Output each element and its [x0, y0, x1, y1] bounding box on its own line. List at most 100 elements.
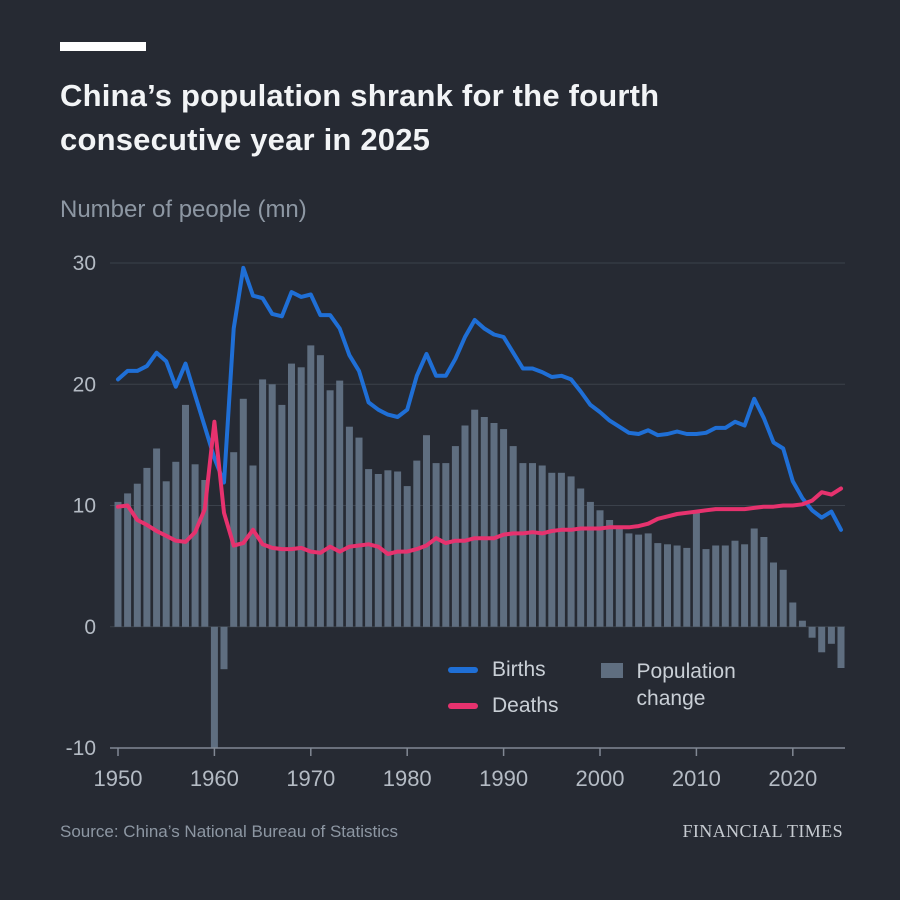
population-change-bar — [606, 520, 614, 627]
population-change-bar — [837, 626, 845, 668]
population-change-bar — [172, 461, 180, 627]
chart-title: China’s population shrank for the fourth… — [60, 78, 660, 158]
population-change-bar — [731, 540, 739, 627]
deaths-line — [116, 419, 843, 556]
x-tick-label: 1970 — [286, 766, 335, 791]
population-change-bar — [365, 469, 373, 627]
population-change-bar — [779, 569, 787, 627]
legend-item-deaths: Deaths — [448, 694, 559, 718]
population-change-bar — [239, 398, 247, 627]
population-change-bar — [403, 486, 411, 627]
population-change-bar — [432, 463, 440, 627]
population-change-bar — [307, 345, 315, 627]
deaths-line-swatch-icon — [448, 703, 478, 709]
population-change-bar — [615, 526, 623, 627]
population-change-bar — [818, 626, 826, 653]
population-change-bar — [326, 390, 334, 627]
population-change-bar — [162, 481, 170, 627]
population-change-bar — [249, 465, 257, 627]
births-line-swatch-icon — [448, 667, 478, 673]
population-change-bar — [702, 549, 710, 627]
population-change-bar — [712, 545, 720, 627]
population-change-bar — [288, 363, 295, 627]
population-change-bar — [808, 626, 816, 638]
population-change-bar — [654, 543, 662, 627]
population-change-bar — [770, 562, 777, 627]
population-change-bar — [345, 426, 353, 627]
chart-svg: -10 0 10 20 30 1950 1960 1970 1980 1990 2000 2010 20… — [66, 252, 845, 791]
population-change-bar — [259, 379, 267, 627]
legend-item-births: Births — [448, 658, 559, 682]
population-change-bar — [596, 510, 604, 627]
population-change-bar — [548, 472, 556, 627]
y-tick-label: 30 — [73, 252, 96, 275]
population-change-bar — [538, 465, 546, 627]
population-change-bar — [316, 355, 324, 627]
population-change-bar — [500, 429, 508, 627]
population-change-bar — [789, 602, 797, 627]
x-tick-label: 2000 — [576, 766, 625, 791]
population-change-bar — [133, 483, 141, 627]
population-change-bar — [664, 544, 671, 627]
population-change-bar — [480, 417, 488, 627]
population-change-bar — [509, 446, 517, 627]
population-change-bar — [692, 510, 700, 627]
legend-lines-column: Births Deaths — [448, 658, 559, 718]
x-tick-label: 2020 — [768, 766, 817, 791]
y-tick-label: 10 — [73, 495, 96, 518]
population-change-bar — [721, 545, 729, 627]
chart-legend: Births Deaths Population change — [448, 658, 767, 718]
x-tick-label: 2010 — [672, 766, 721, 791]
x-tick-label: 1990 — [479, 766, 528, 791]
population-change-bar — [567, 476, 575, 627]
population-change-bar-swatch-icon — [600, 663, 623, 678]
population-change-bar — [798, 620, 806, 627]
population-change-bar — [750, 528, 758, 627]
source-note: Source: China’s National Bureau of Stati… — [60, 822, 398, 841]
population-change-bar — [451, 446, 459, 627]
population-change-bar — [297, 367, 305, 627]
population-change-bar — [673, 545, 681, 627]
population-change-bar — [220, 626, 228, 670]
population-change-bar — [827, 626, 835, 644]
population-change-bar — [471, 409, 479, 627]
population-change-bar — [114, 501, 122, 627]
population-change-bar — [683, 547, 691, 627]
population-change-bar — [210, 626, 218, 749]
population-change-bar — [635, 534, 643, 627]
legend-label-births: Births — [492, 658, 546, 681]
population-change-bar — [519, 463, 527, 627]
population-change-bar — [182, 404, 189, 627]
population-change-bar — [384, 470, 392, 627]
population-change-bar — [557, 472, 565, 627]
population-change-bar — [423, 435, 430, 627]
x-tick-label: 1980 — [383, 766, 432, 791]
population-change-bar — [577, 488, 585, 627]
population-change-bar — [374, 474, 382, 627]
population-change-bar — [413, 460, 421, 627]
y-tick-label: 0 — [84, 616, 96, 639]
legend-label-population-change: Population change — [636, 660, 736, 711]
population-change-bar — [394, 471, 402, 627]
births-line — [116, 265, 843, 532]
population-change-bar — [201, 480, 209, 627]
population-change-bar — [529, 463, 536, 627]
population-change-bar — [124, 493, 132, 627]
population-change-bar — [191, 464, 199, 627]
ft-accent-bar — [60, 42, 146, 51]
x-tick-label: 1950 — [94, 766, 143, 791]
population-change-bar — [355, 437, 363, 627]
population-change-bar — [490, 423, 498, 627]
population-change-bar — [153, 448, 161, 627]
population-change-bar — [644, 533, 652, 627]
financial-times-logo: FINANCIAL TIMES — [682, 821, 843, 841]
chart-subtitle: Number of people (mn) — [60, 196, 307, 223]
population-change-bar — [760, 537, 768, 627]
population-change-bar — [143, 467, 151, 627]
legend-label-deaths: Deaths — [492, 694, 559, 717]
population-change-bar — [278, 404, 286, 627]
population-change-bar — [336, 380, 344, 627]
x-tick-label: 1960 — [190, 766, 239, 791]
y-tick-label: 20 — [73, 373, 96, 396]
